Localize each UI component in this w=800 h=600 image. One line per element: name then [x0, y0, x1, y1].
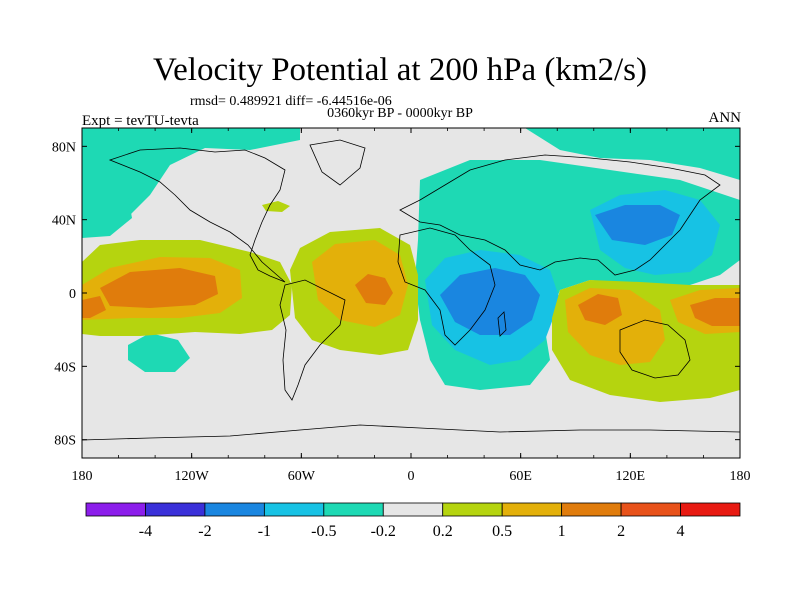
coast-madagascar — [497, 311, 507, 337]
coast-greenland — [309, 139, 366, 186]
lon-tick-label: 60W — [288, 469, 316, 484]
colorbar-swatch — [501, 502, 563, 517]
neg-weak-south-pacific — [128, 333, 190, 372]
neg-weak-pacific-left-edge — [82, 180, 132, 238]
pos-strong-west-pacific — [690, 298, 740, 326]
neg-weak-arctic-pacific — [82, 128, 300, 235]
neg-strong-asia — [595, 205, 680, 245]
pos-strong-pacific — [100, 268, 218, 308]
lat-tick-label: 40S — [54, 360, 76, 375]
colorbar-swatch — [561, 502, 622, 517]
lon-tick-label: 60E — [509, 469, 532, 484]
experiment-label: Expt = tevTU-tevta — [82, 113, 199, 129]
colorbar-swatch — [680, 502, 741, 517]
colorbar-label: 2 — [617, 523, 625, 540]
colorbar-swatch — [204, 502, 265, 517]
coast-africa — [397, 227, 496, 346]
axis-labels: 80N 40N 0 40S 80S 180 120W 60W 0 60E 120E 180 — [52, 140, 751, 484]
pos-mid-pacific-left — [82, 296, 106, 318]
colorbar-label: -0.2 — [371, 523, 396, 540]
lon-tick-label: 0 — [408, 469, 415, 484]
coast-europe-asia — [399, 154, 721, 276]
lon-tick-label: 120E — [616, 469, 646, 484]
lat-tick-label: 80N — [52, 140, 76, 155]
colorbar-swatch — [145, 502, 206, 517]
coast-australia — [619, 319, 691, 379]
pos-strong-atlantic — [355, 274, 393, 305]
colorbar-label: 4 — [677, 523, 685, 540]
colorbar-label: -4 — [139, 523, 152, 540]
velocity-potential-field — [82, 128, 740, 458]
colorbar-swatch — [382, 502, 444, 517]
coast-south-america — [279, 279, 346, 401]
lat-tick-label: 80S — [54, 434, 76, 449]
pos-strong-indonesia — [578, 294, 622, 325]
neg-weak-small-atlantic — [262, 201, 290, 212]
lon-tick-label: 180 — [730, 469, 751, 484]
colorbar-label: 0.5 — [492, 523, 512, 540]
page-title: Velocity Potential at 200 hPa (km2/s) — [152, 52, 648, 88]
colorbar-swatch — [442, 502, 503, 517]
coast-antarctica — [82, 424, 740, 441]
coastlines — [82, 139, 740, 441]
colorbar: -4 -2 -1 -0.5 -0.2 0.2 0.5 1 2 4 — [85, 502, 741, 540]
colorbar-swatch — [620, 502, 681, 517]
colorbar-label: -0.5 — [311, 523, 336, 540]
colorbar-swatch — [263, 502, 325, 517]
coast-north-america — [108, 147, 286, 283]
lon-tick-label: 120W — [175, 469, 210, 484]
period-label: 0360kyr BP - 0000kyr BP — [327, 106, 473, 121]
colorbar-label: -2 — [198, 523, 211, 540]
lat-tick-label: 40N — [52, 214, 76, 229]
axis-ticks — [81, 128, 741, 458]
lat-tick-label: 0 — [69, 287, 76, 302]
colorbar-label: -1 — [258, 523, 271, 540]
lon-tick-label: 180 — [72, 469, 93, 484]
colorbar-swatch — [85, 502, 146, 517]
colorbar-swatch — [323, 502, 384, 517]
neg-strong-east-africa — [440, 268, 540, 335]
colorbar-label: 0.2 — [433, 523, 453, 540]
colorbar-label: 1 — [558, 523, 566, 540]
stats-label: rmsd= 0.489921 diff= -6.44516e-06 — [190, 94, 392, 109]
season-label: ANN — [708, 110, 742, 126]
neg-weak-north-atlantic — [525, 128, 740, 180]
